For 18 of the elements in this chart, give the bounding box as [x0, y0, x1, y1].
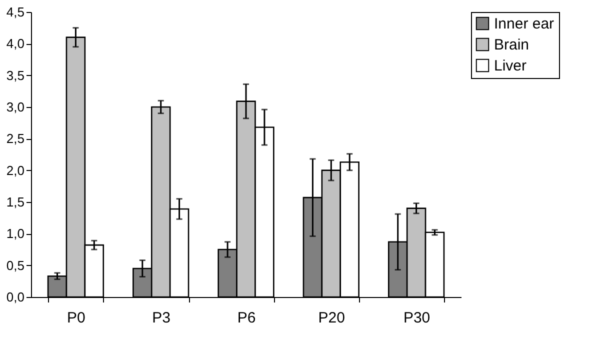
y-tick-label: 0,0 [6, 290, 24, 304]
y-tick-label: 0,5 [6, 258, 24, 273]
y-tick-label: 2,0 [6, 162, 24, 178]
x-tick-label: P6 [237, 310, 256, 326]
x-tick-label: P0 [67, 310, 86, 326]
y-tick-label: 4,5 [6, 4, 24, 20]
y-tick-label: 1,0 [6, 226, 24, 242]
legend-label: Brain [494, 36, 530, 54]
y-tick-label: 1,5 [6, 194, 24, 210]
x-tick-label: P3 [152, 310, 171, 326]
y-tick-label: 3,5 [6, 68, 24, 83]
y-tick-label: 2,5 [6, 131, 24, 146]
x-tick-label: P30 [403, 310, 430, 326]
y-tick-label: 3,0 [6, 100, 24, 114]
legend-label: Inner ear [494, 16, 554, 32]
x-tick-label: P20 [318, 310, 345, 326]
legend-label: Liver [494, 58, 527, 74]
y-tick-label: 4,0 [6, 36, 24, 52]
